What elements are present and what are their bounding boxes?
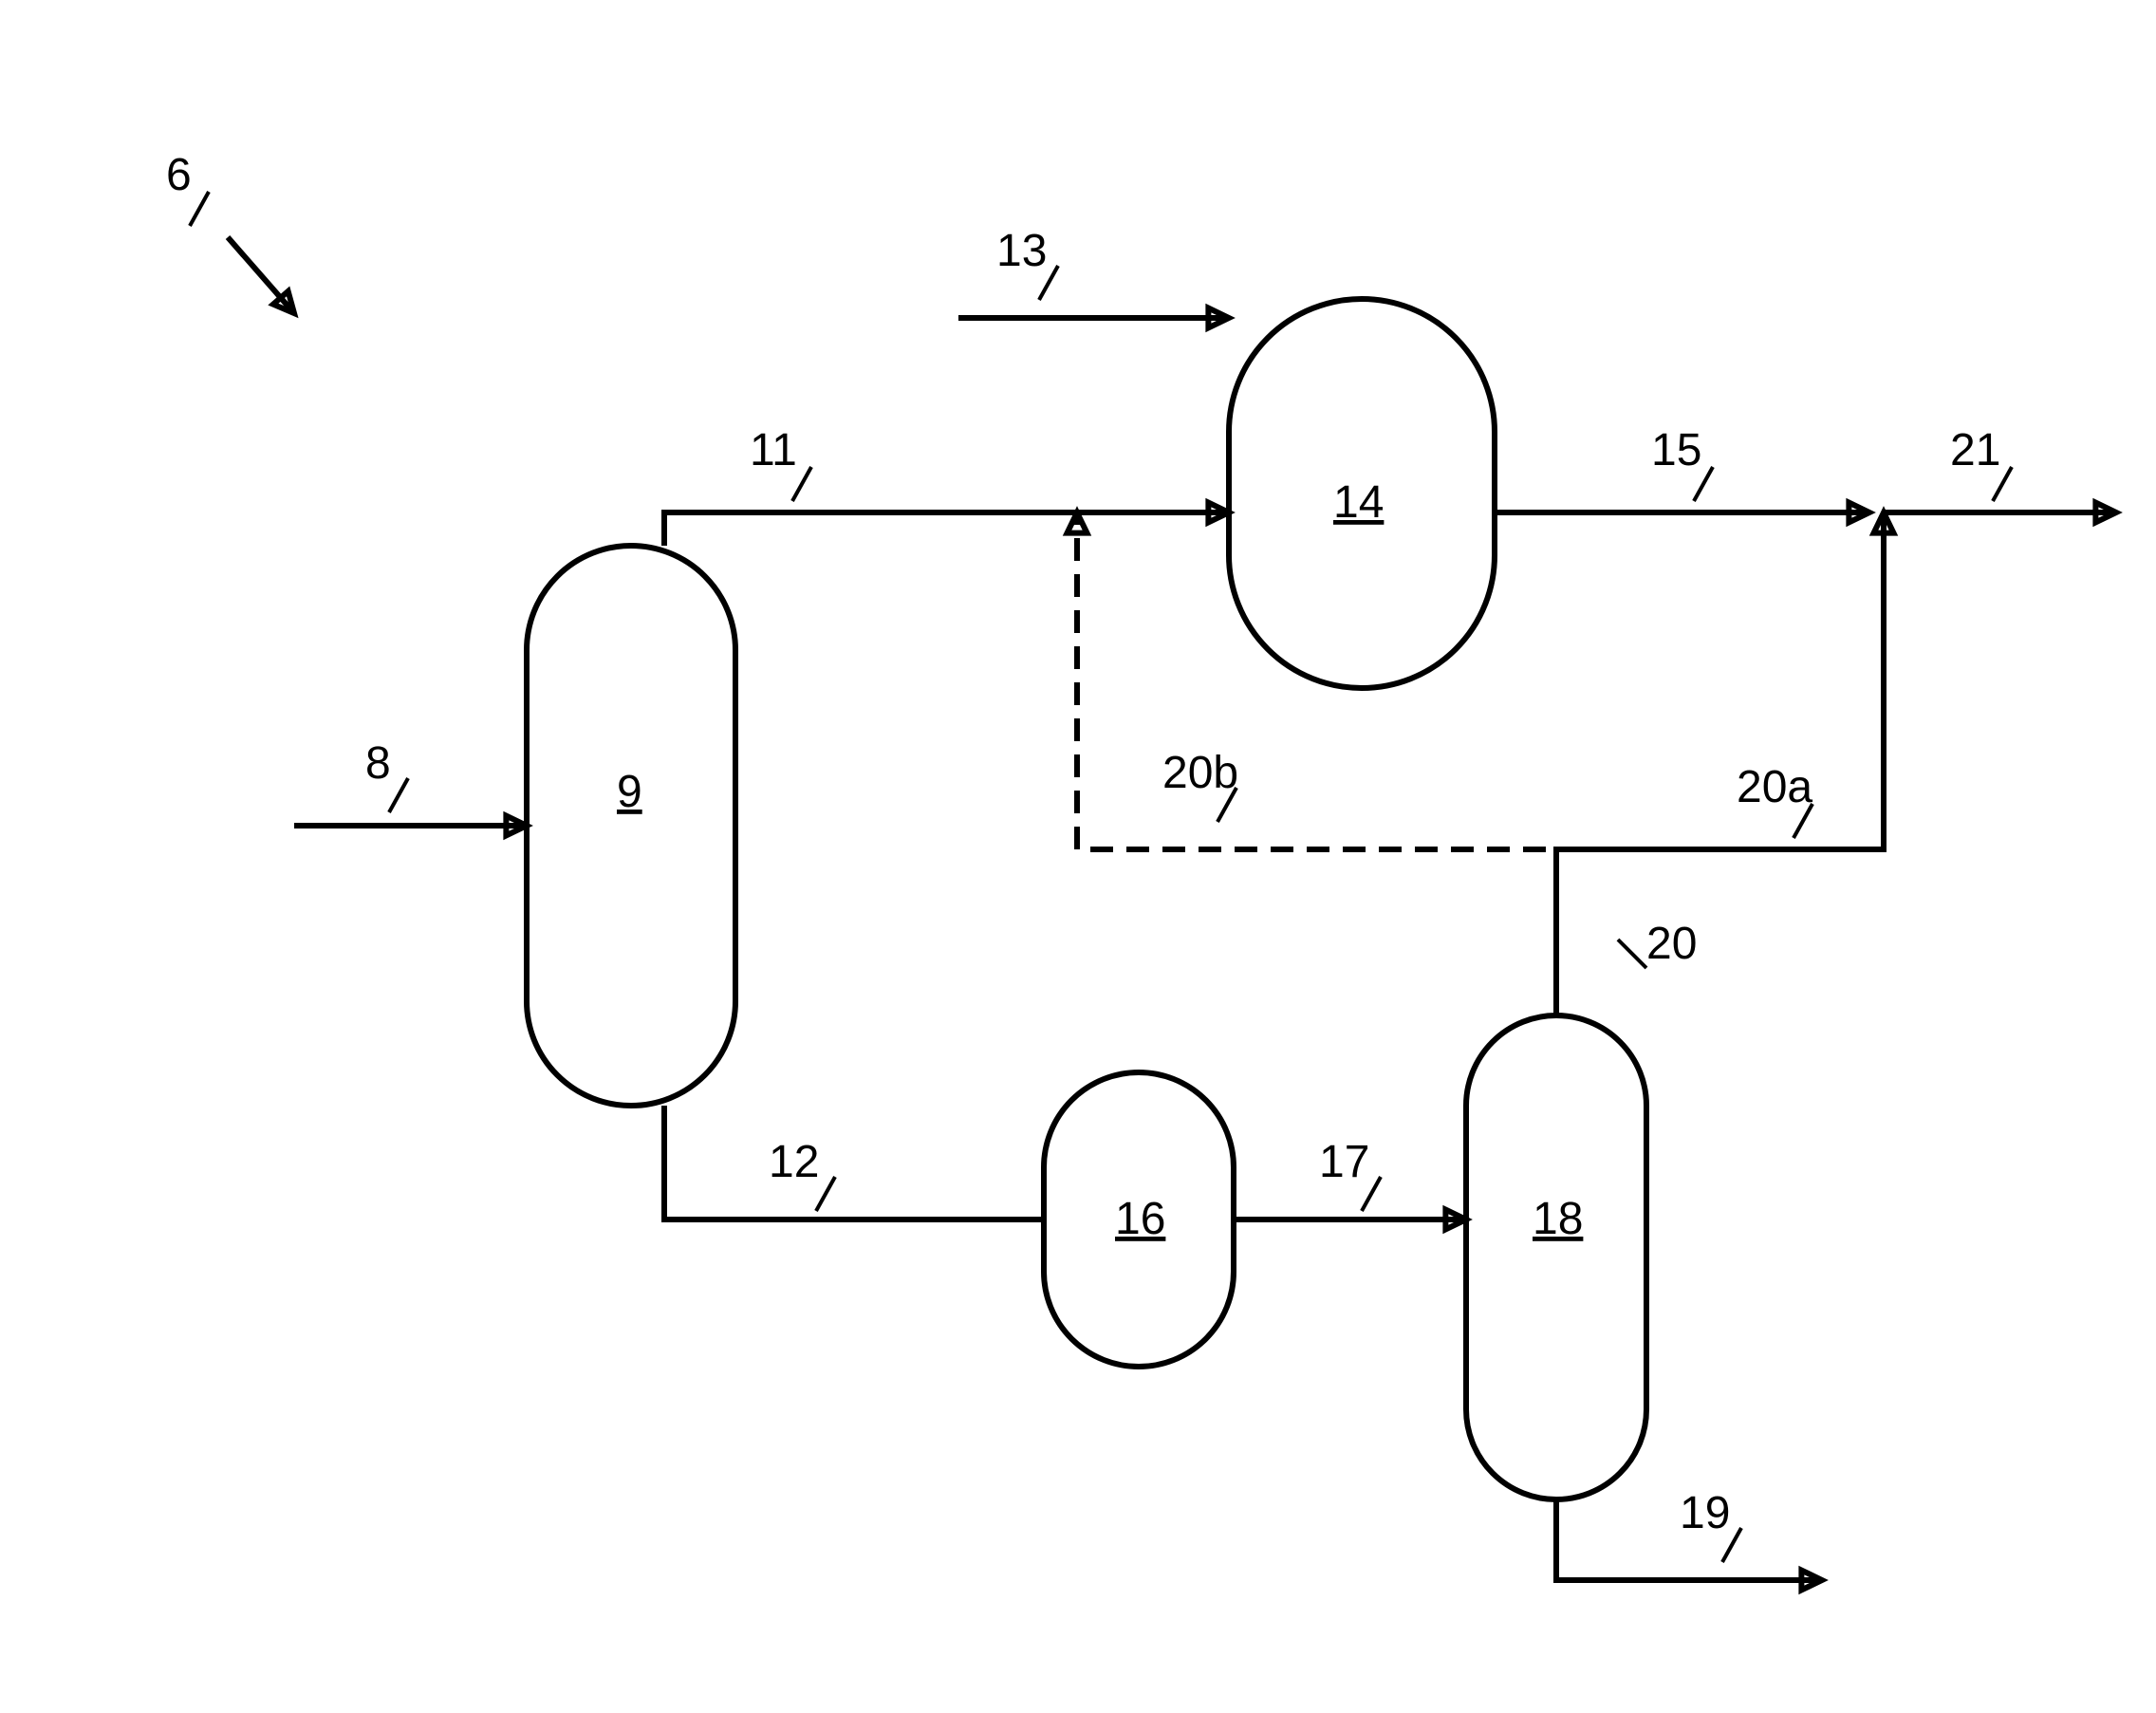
tick-20 — [1618, 940, 1646, 968]
tick-6 — [190, 192, 209, 226]
stream-20b — [1077, 512, 1556, 911]
vessel-label-18: 18 — [1533, 1194, 1583, 1244]
stream-12 — [664, 1106, 1044, 1220]
stream-label-20: 20 — [1646, 919, 1697, 969]
vessel-label-14: 14 — [1333, 477, 1384, 528]
stream-label-13: 13 — [996, 226, 1047, 276]
stream-label-19: 19 — [1680, 1488, 1730, 1538]
process-flow-diagram: 9 14 16 18 6 8 11 12 13 15 17 19 20 20a 20b 21 — [166, 150, 2116, 1590]
stream-label-15: 15 — [1651, 425, 1701, 475]
stream-label-12: 12 — [769, 1137, 819, 1187]
stream-label-11: 11 — [750, 425, 797, 475]
stream-label-8: 8 — [365, 738, 391, 789]
vessel-18 — [1466, 1015, 1646, 1499]
stream-11 — [664, 512, 1229, 546]
vessel-9 — [527, 546, 735, 1106]
stream-label-17: 17 — [1319, 1137, 1369, 1187]
stream-label-21: 21 — [1950, 425, 2000, 475]
stream-6 — [228, 237, 294, 313]
stream-label-6: 6 — [166, 150, 192, 200]
vessel-label-16: 16 — [1115, 1194, 1165, 1244]
vessel-label-9: 9 — [617, 767, 642, 817]
stream-label-20b: 20b — [1162, 748, 1238, 798]
tick-8 — [389, 778, 408, 812]
stream-20a — [1556, 512, 1884, 911]
stream-label-20a: 20a — [1737, 762, 1812, 812]
